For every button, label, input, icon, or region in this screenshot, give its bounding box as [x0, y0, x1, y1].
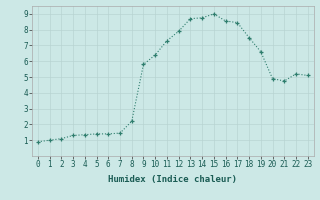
X-axis label: Humidex (Indice chaleur): Humidex (Indice chaleur) [108, 175, 237, 184]
